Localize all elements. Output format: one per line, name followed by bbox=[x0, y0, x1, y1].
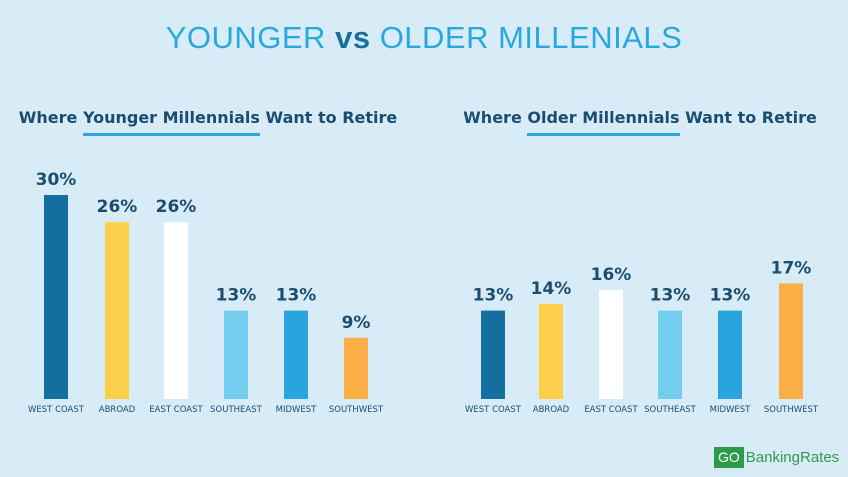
category-label-younger-1: ABROAD bbox=[99, 405, 136, 415]
bar-younger-0 bbox=[44, 195, 68, 399]
panel-title-younger: Where Younger Millennials Want to Retire bbox=[0, 108, 420, 136]
data-label-younger-5: 9% bbox=[342, 313, 371, 333]
data-label-older-3: 13% bbox=[650, 286, 691, 306]
panel-younger: Where Younger Millennials Want to Retire bbox=[0, 108, 420, 136]
data-label-older-4: 13% bbox=[710, 286, 751, 306]
data-label-older-5: 17% bbox=[771, 258, 812, 278]
category-label-older-3: SOUTHEAST bbox=[644, 405, 696, 415]
bar-older-1 bbox=[539, 303, 563, 399]
bar-older-5 bbox=[779, 283, 803, 399]
bar-younger-5 bbox=[344, 337, 368, 399]
data-label-younger-3: 13% bbox=[216, 286, 257, 306]
category-label-younger-3: SOUTHEAST bbox=[210, 405, 262, 415]
panel-title-pre: Where bbox=[18, 108, 83, 127]
title-older: OLDER MILLENIALS bbox=[379, 20, 683, 55]
panel-title-post: Want to Retire bbox=[679, 108, 817, 127]
data-label-older-1: 14% bbox=[531, 279, 572, 299]
category-label-older-0: WEST COAST bbox=[465, 405, 522, 415]
panel-title-older: Where Older Millennials Want to Retire bbox=[428, 108, 848, 136]
category-label-younger-5: SOUTHWEST bbox=[329, 405, 384, 415]
gobankingrates-logo: GO BankingRates bbox=[714, 446, 839, 468]
data-label-younger-1: 26% bbox=[97, 197, 138, 217]
logo-brand: BankingRates bbox=[745, 448, 840, 466]
panel-older: Where Older Millennials Want to Retire bbox=[424, 0, 848, 477]
data-label-older-0: 13% bbox=[473, 286, 514, 306]
category-label-older-5: SOUTHWEST bbox=[764, 405, 819, 415]
category-label-younger-0: WEST COAST bbox=[28, 405, 85, 415]
logo-go: GO bbox=[714, 446, 744, 468]
category-label-older-2: EAST COAST bbox=[584, 405, 638, 415]
bar-younger-2 bbox=[164, 222, 188, 399]
category-label-older-1: ABROAD bbox=[533, 405, 570, 415]
page-title: YOUNGER vs OLDER MILLENIALS bbox=[0, 20, 848, 56]
bar-younger-4 bbox=[284, 310, 308, 399]
data-label-younger-4: 13% bbox=[276, 286, 317, 306]
title-vs: vs bbox=[335, 20, 371, 55]
bar-older-0 bbox=[481, 310, 505, 399]
category-label-younger-2: EAST COAST bbox=[149, 405, 203, 415]
bar-younger-3 bbox=[224, 310, 248, 399]
data-label-younger-0: 30% bbox=[36, 170, 77, 190]
category-label-older-4: MIDWEST bbox=[710, 405, 752, 415]
panel-title-post: Want to Retire bbox=[259, 108, 398, 127]
panel-title-highlight: Younger Millennials bbox=[82, 108, 260, 136]
title-younger: YOUNGER bbox=[165, 20, 326, 55]
bar-older-4 bbox=[718, 310, 742, 399]
data-label-younger-2: 26% bbox=[156, 197, 197, 217]
data-label-older-2: 16% bbox=[591, 265, 632, 285]
bar-older-2 bbox=[599, 290, 623, 399]
panel-title-pre: Where bbox=[463, 108, 528, 127]
bar-younger-1 bbox=[105, 222, 129, 399]
bar-older-3 bbox=[658, 310, 682, 399]
panel-title-highlight: Older Millennials bbox=[527, 108, 680, 136]
category-label-younger-4: MIDWEST bbox=[276, 405, 318, 415]
